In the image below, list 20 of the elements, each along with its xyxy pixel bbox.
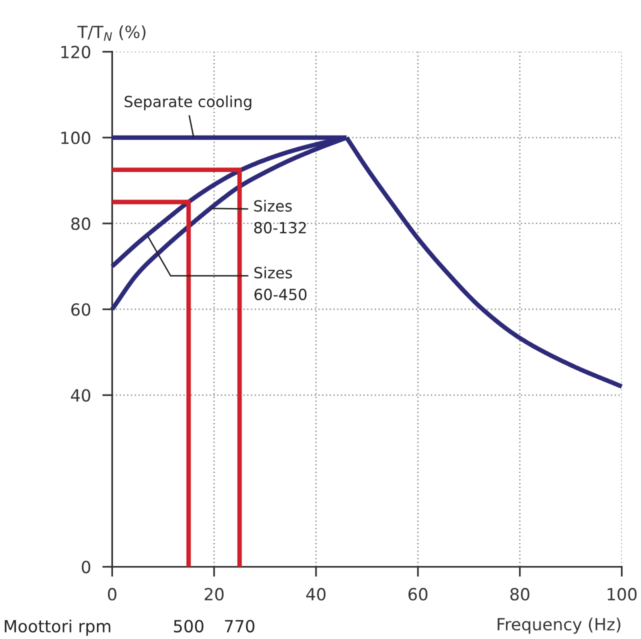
x-tick-label: 60	[408, 588, 428, 601]
text: 770	[225, 620, 254, 632]
annotation: Separate cooling	[124, 95, 252, 110]
x-tick-label: 80	[510, 588, 530, 601]
annotation: Sizes 80-132	[254, 200, 306, 234]
x-axis-title: Frequency (Hz)	[498, 618, 620, 634]
x-tick-label: 20	[204, 588, 224, 601]
text: 500	[174, 620, 204, 632]
y-tick-label: 120	[61, 46, 90, 58]
annotation: Sizes 60-450	[254, 266, 306, 300]
y-axis-title: T/T$_{N}$ (%)	[77, 25, 146, 41]
y-tick-label: 0	[82, 560, 90, 574]
x-tick-label: 100	[608, 588, 637, 601]
y-tick-label: 80	[71, 217, 90, 230]
y-tick-label: 60	[71, 303, 90, 316]
text: Moottori rpm	[4, 620, 110, 636]
x-tick-label: 0	[108, 588, 116, 601]
x-tick-label: 40	[306, 588, 326, 601]
y-tick-label: 40	[70, 389, 90, 402]
y-tick-label: 100	[61, 132, 90, 144]
